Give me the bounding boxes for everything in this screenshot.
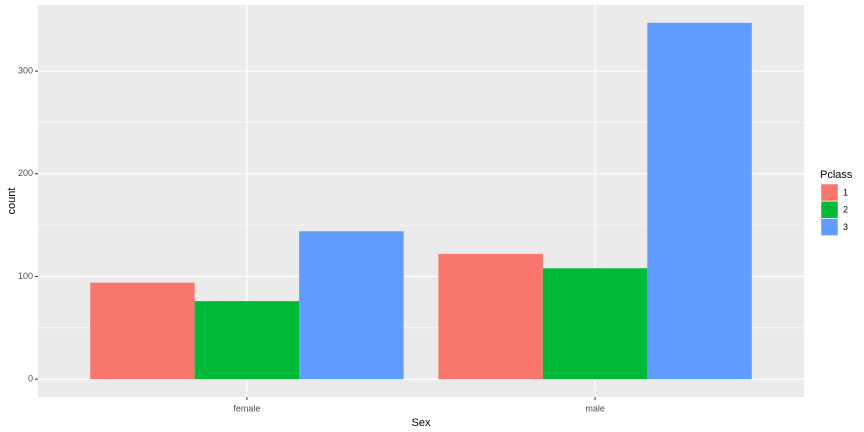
x-axis-title: Sex	[412, 417, 431, 429]
bars	[90, 22, 752, 380]
x-tick-label: female	[233, 403, 260, 413]
legend-label: 2	[843, 205, 848, 215]
legend-title: Pclass	[820, 169, 853, 181]
bar	[299, 231, 404, 380]
y-axis-title: count	[6, 188, 18, 215]
y-tick-label: 100	[18, 271, 33, 281]
bar	[194, 301, 300, 380]
legend-key	[820, 183, 839, 202]
y-tick-label: 0	[28, 374, 33, 384]
bar	[438, 253, 543, 380]
y-tick-label: 300	[18, 65, 33, 75]
y-tick-label: 200	[18, 168, 33, 178]
bar	[647, 22, 752, 380]
x-tick-label: male	[585, 403, 605, 413]
bar	[542, 268, 648, 380]
legend-key	[820, 201, 839, 219]
bar	[90, 282, 195, 380]
legend-key	[820, 218, 839, 236]
legend-label: 3	[843, 222, 848, 232]
legend-label: 1	[843, 187, 848, 197]
